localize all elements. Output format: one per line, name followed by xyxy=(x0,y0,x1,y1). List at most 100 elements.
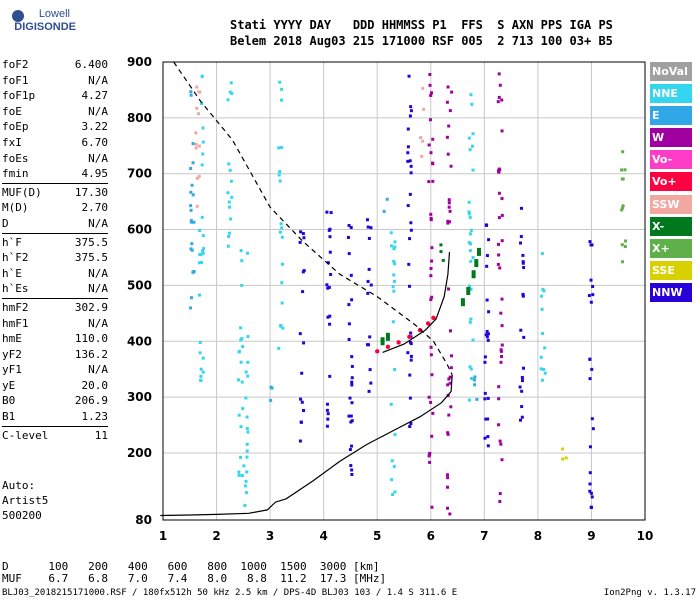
echo-mark xyxy=(389,231,393,235)
echo-mark xyxy=(467,284,471,288)
echo-mark xyxy=(589,278,593,282)
echo-mark xyxy=(191,142,195,146)
echo-mark xyxy=(498,83,502,87)
echo-mark xyxy=(499,349,503,353)
echo-mark xyxy=(542,367,546,371)
echo-mark xyxy=(350,380,354,384)
y-tick-label: 900 xyxy=(127,55,152,69)
param-value: 4.27 xyxy=(81,89,109,103)
echo-mark xyxy=(500,297,504,301)
param-value: N/A xyxy=(88,216,108,230)
echo-mark xyxy=(240,380,244,384)
profile-dashed xyxy=(173,61,453,376)
echo-mark xyxy=(483,436,487,440)
echo-mark xyxy=(497,385,501,389)
echo-mark xyxy=(201,249,205,253)
echo-mark xyxy=(242,464,246,468)
echo-mark xyxy=(485,254,489,258)
echo-mark xyxy=(278,80,282,84)
echo-mark xyxy=(228,205,232,209)
echo-mark xyxy=(429,274,433,278)
echo-mark xyxy=(350,468,354,472)
x-tick-label: 9 xyxy=(587,529,595,543)
echo-mark xyxy=(469,287,473,291)
param-row: fxI 6.70 xyxy=(2,135,108,151)
echo-mark xyxy=(280,235,284,239)
echo-mark xyxy=(429,91,433,95)
echo-mark xyxy=(467,212,471,216)
profile-solid xyxy=(160,374,453,517)
echo-mark xyxy=(329,272,333,276)
param-value: 1.23 xyxy=(81,410,109,424)
echo-mark xyxy=(409,228,413,232)
echo-mark xyxy=(392,289,396,293)
echo-mark xyxy=(239,249,243,253)
echo-mark xyxy=(486,396,490,400)
echo-mark xyxy=(347,252,351,256)
echo-mark xyxy=(349,464,353,468)
echo-mark xyxy=(300,371,304,375)
echo-mark xyxy=(409,422,413,426)
echo-mark xyxy=(393,245,397,249)
vo-plus-echo xyxy=(425,321,431,326)
echo-mark xyxy=(280,301,284,305)
param-row: yF1 N/A xyxy=(2,362,108,378)
param-value: 136.2 xyxy=(74,347,108,361)
echo-mark xyxy=(540,252,544,256)
echo-mark xyxy=(347,322,351,326)
echo-mark xyxy=(406,145,410,149)
echo-mark xyxy=(391,285,395,289)
y-tick-label: 800 xyxy=(127,111,152,125)
param-row: yF2 136.2 xyxy=(2,347,108,363)
echo-mark xyxy=(393,240,397,244)
y-tick-label: 80 xyxy=(135,513,152,527)
echo-mark xyxy=(446,476,450,480)
echo-mark xyxy=(590,417,594,421)
param-name: hmE xyxy=(2,332,22,346)
echo-mark xyxy=(448,512,452,516)
echo-mark xyxy=(469,259,473,263)
echo-mark xyxy=(197,144,201,148)
auto-version: 500200 xyxy=(2,509,42,522)
echo-mark xyxy=(198,228,202,232)
echo-mark xyxy=(240,259,244,263)
echo-mark xyxy=(198,341,202,345)
echo-mark xyxy=(392,464,396,468)
echo-mark xyxy=(623,168,627,172)
vo-plus-echo xyxy=(431,315,436,321)
echo-mark xyxy=(519,418,523,422)
echo-mark xyxy=(427,180,431,184)
echo-mark xyxy=(543,371,547,375)
echo-mark xyxy=(367,343,371,347)
legend-entry: Vo+ xyxy=(650,172,692,192)
echo-mark xyxy=(439,250,443,254)
logo-mark-icon xyxy=(12,10,24,22)
echo-mark xyxy=(475,397,479,401)
echo-mark xyxy=(200,215,204,219)
echo-mark xyxy=(428,83,432,87)
echo-mark xyxy=(487,310,491,314)
echo-mark xyxy=(621,150,625,154)
param-value: 6.70 xyxy=(81,135,109,149)
echo-mark xyxy=(237,413,241,417)
echo-mark xyxy=(195,106,199,110)
echo-mark xyxy=(200,260,204,264)
echo-mark xyxy=(588,489,592,493)
param-name: yF2 xyxy=(2,347,22,361)
echo-mark xyxy=(228,231,232,235)
echo-mark xyxy=(227,200,231,204)
echo-mark xyxy=(408,159,412,163)
param-value: 375.5 xyxy=(74,235,108,249)
echo-mark xyxy=(189,93,193,97)
echo-mark xyxy=(591,285,595,289)
param-value: 4.95 xyxy=(81,167,109,181)
echo-mark xyxy=(325,210,329,214)
param-name: yF1 xyxy=(2,363,22,377)
echo-mark xyxy=(519,206,523,210)
echo-mark xyxy=(447,377,451,381)
echo-mark xyxy=(302,269,306,273)
echo-mark xyxy=(620,208,624,212)
y-tick-label: 200 xyxy=(127,446,152,460)
echo-mark xyxy=(429,353,433,357)
param-name: M(D) xyxy=(2,201,29,215)
